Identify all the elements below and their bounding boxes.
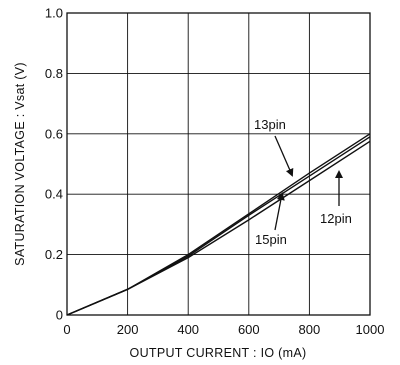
callout-12pin: 12pin <box>320 170 352 226</box>
y-tick-label: 0.6 <box>45 126 63 141</box>
x-tick-label: 1000 <box>356 322 385 337</box>
callout-13pin: 13pin <box>254 117 294 177</box>
gridlines <box>67 13 370 315</box>
x-tick-labels: 0 200 400 600 800 1000 <box>63 322 384 337</box>
y-tick-label: 0.4 <box>45 187 63 202</box>
x-tick-label: 0 <box>63 322 70 337</box>
x-tick-label: 800 <box>299 322 321 337</box>
label-15pin: 15pin <box>255 232 287 247</box>
series-line-12pin <box>66 140 371 316</box>
x-tick-label: 600 <box>238 322 260 337</box>
callout-15pin: 15pin <box>255 192 287 247</box>
x-axis-label: OUTPUT CURRENT : IO (mA) <box>130 346 307 360</box>
label-13pin: 13pin <box>254 117 286 132</box>
x-tick-label: 400 <box>177 322 199 337</box>
y-axis-label: SATURATION VOLTAGE : Vsat (V) <box>13 62 27 266</box>
x-tick-label: 200 <box>117 322 139 337</box>
y-tick-label: 0 <box>56 308 63 323</box>
label-12pin: 12pin <box>320 211 352 226</box>
plot-frame <box>66 12 371 316</box>
y-tick-label: 1.0 <box>45 6 63 21</box>
y-tick-labels: 0 0.2 0.4 0.6 0.8 1.0 <box>45 6 63 323</box>
plot-area <box>67 13 370 315</box>
arrow-13pin <box>274 135 294 177</box>
arrow-15pin <box>274 192 285 231</box>
series-lines <box>66 133 371 316</box>
y-tick-label: 0.8 <box>45 66 63 81</box>
y-tick-label: 0.2 <box>45 247 63 262</box>
